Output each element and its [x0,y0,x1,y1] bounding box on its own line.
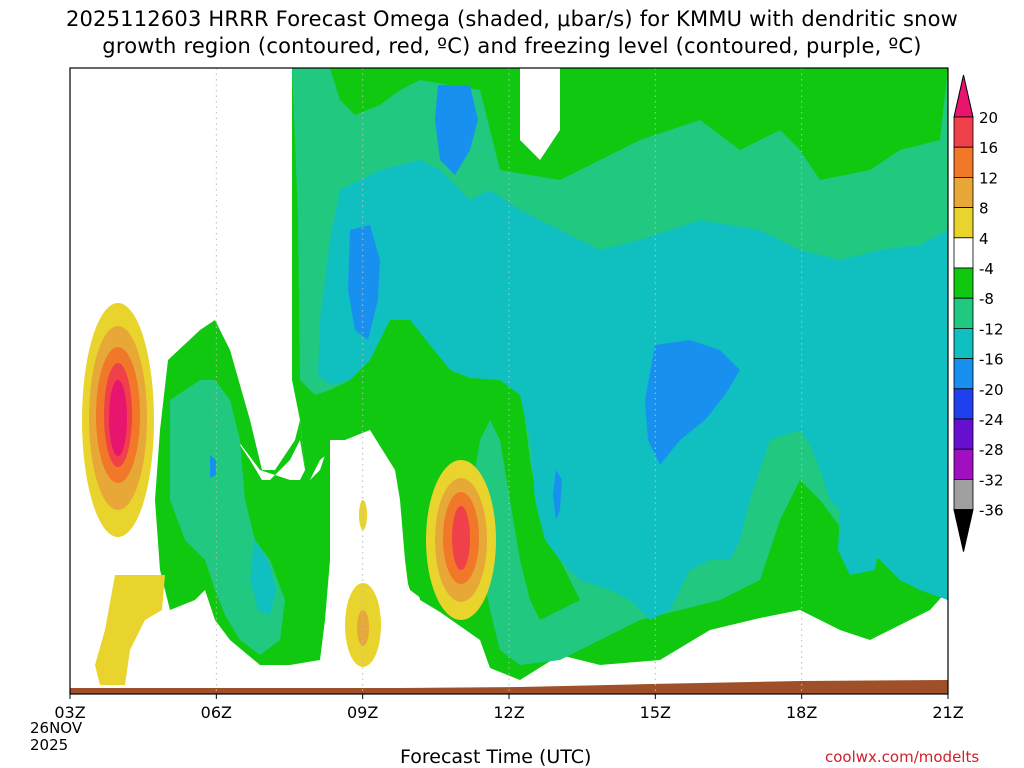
omega-region-minus16 [210,85,740,520]
colorbar-band-6 [953,267,974,299]
x-axis: 03Z 06Z 09Z 12Z 15Z 18Z 21Z [54,694,964,722]
date-label-line-1: 26NOV [30,719,83,737]
chart-title: 2025112603 HRRR Forecast Omega (shaded, … [0,6,1024,60]
colorbar-band-8 [953,327,974,359]
credit-link[interactable]: coolwx.com/modelts [825,748,980,766]
colorbar-band-1 [953,116,974,148]
date-label: 26NOV 2025 [30,720,82,754]
colorbar-band-2 [953,146,974,178]
colorbar-arrow-bottom [953,509,974,552]
omega-max-04z [82,303,154,537]
colorbar-label-5: -4 [979,260,994,278]
colorbar-label-9: -20 [979,381,1004,399]
x-tick-label-18Z: 18Z [786,703,817,722]
colorbar-arrow-top [953,74,974,118]
omega-max-04z-lower [95,575,165,685]
terrain-surface [70,680,948,694]
colorbar-label-4: 4 [979,230,989,248]
omega-max-11z [426,460,496,620]
colorbar-band-4 [953,207,974,239]
x-tick-label-03Z: 03Z [54,703,85,722]
x-tick-label-09Z: 09Z [347,703,378,722]
colorbar-label-3: 8 [979,200,989,218]
x-tick-label-15Z: 15Z [640,703,671,722]
colorbar-band-9 [953,358,974,390]
colorbar-label-6: -8 [979,290,994,308]
date-label-line-2: 2025 [30,736,69,754]
colorbar-label-13: -36 [979,502,1004,520]
colorbar-band-12 [953,448,974,480]
colorbar-band-13 [953,478,974,510]
title-line-2: growth region (contoured, red, ºC) and f… [102,34,922,58]
colorbar-band-10 [953,388,974,420]
colorbar-label-7: -12 [979,320,1004,338]
colorbar-label-1: 16 [979,139,998,157]
colorbar-band-3 [953,176,974,208]
colorbar-label-0: 20 [979,109,998,127]
x-axis-label: Forecast Time (UTC) [400,746,592,768]
x-tick-label-06Z: 06Z [201,703,232,722]
colorbar-band-11 [953,418,974,450]
title-line-1: 2025112603 HRRR Forecast Omega (shaded, … [65,7,959,31]
omega-region-minus12 [250,160,948,620]
colorbar-band-5 [953,237,974,269]
x-tick-label-12Z: 12Z [493,703,524,722]
colorbar-label-12: -32 [979,471,1004,489]
colorbar-label-10: -24 [979,411,1004,429]
x-tick-label-21Z: 21Z [932,703,963,722]
colorbar-label-8: -16 [979,351,1004,369]
colorbar-label-2: 12 [979,169,998,187]
colorbar-label-11: -28 [979,441,1004,459]
colorbar-band-7 [953,297,974,329]
colorbar: 20 16 12 8 4 -4 -8 -12 -16 -20 -24 -28 -32 -36 [953,74,1004,552]
